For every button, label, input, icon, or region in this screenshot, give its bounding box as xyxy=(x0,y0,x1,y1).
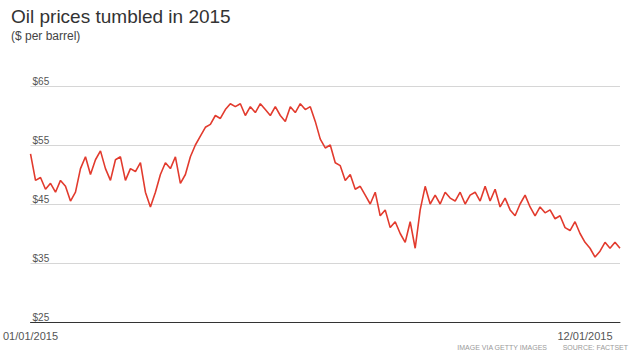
svg-text:SOURCE: FACTSET: SOURCE: FACTSET xyxy=(563,344,629,351)
svg-text:12/01/2015: 12/01/2015 xyxy=(558,330,613,342)
svg-text:Oil prices tumbled in 2015: Oil prices tumbled in 2015 xyxy=(11,6,231,27)
svg-text:01/01/2015: 01/01/2015 xyxy=(3,330,58,342)
svg-text:$45: $45 xyxy=(33,194,50,205)
svg-text:$25: $25 xyxy=(33,312,50,323)
svg-text:$65: $65 xyxy=(33,76,50,87)
svg-text:IMAGE VIA GETTY IMAGES: IMAGE VIA GETTY IMAGES xyxy=(457,344,547,351)
svg-text:$35: $35 xyxy=(33,253,50,264)
svg-text:($ per barrel): ($ per barrel) xyxy=(11,29,80,43)
svg-text:$55: $55 xyxy=(33,135,50,146)
